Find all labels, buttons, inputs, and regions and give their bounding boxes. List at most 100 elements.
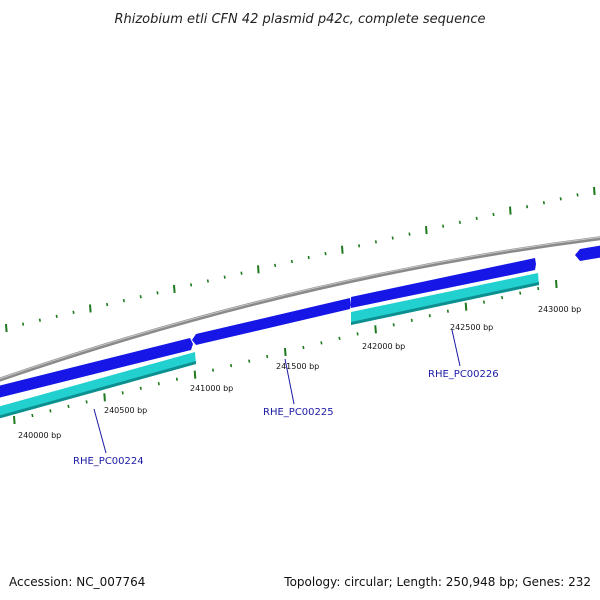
minor-tick: [55, 314, 58, 318]
minor-tick: [139, 295, 142, 299]
minor-tick: [67, 404, 70, 409]
minor-tick: [240, 271, 243, 275]
minor-tick: [49, 409, 52, 413]
minor-tick: [446, 309, 449, 313]
coordinate-labels: 240000 bp 240500 bp 241000 bp 241500 bp …: [18, 305, 581, 440]
major-tick: [464, 302, 468, 311]
map-title: Rhizobium etli CFN 42 plasmid p42c, comp…: [114, 12, 485, 27]
minor-tick: [475, 216, 478, 221]
reverse-gene-arrow-shadow: [0, 361, 196, 419]
minor-tick: [139, 386, 142, 390]
forward-gene-arrow[interactable]: [0, 338, 193, 400]
minor-tick: [31, 413, 34, 418]
coordinate-label: 242000 bp: [362, 342, 405, 351]
coordinate-label: 241000 bp: [190, 384, 233, 393]
inner-tick-track: [13, 279, 558, 425]
minor-tick: [22, 322, 25, 326]
coordinate-label: 243000 bp: [538, 305, 581, 314]
minor-tick: [408, 232, 411, 236]
minor-tick: [526, 205, 529, 209]
minor-tick: [106, 302, 109, 307]
gene-label[interactable]: RHE_PC00224: [73, 456, 144, 467]
forward-gene-arrow[interactable]: [192, 298, 351, 345]
accession-text: Accession: NC_007764: [9, 575, 145, 589]
coordinate-label: 241500 bp: [276, 362, 319, 371]
minor-tick: [442, 224, 445, 228]
coordinate-label: 240000 bp: [18, 431, 61, 440]
gene-leader-line: [451, 329, 461, 367]
gene-label[interactable]: RHE_PC00225: [263, 407, 334, 418]
minor-tick: [274, 263, 277, 268]
forward-gene-arrow[interactable]: [351, 258, 536, 308]
minor-tick: [122, 298, 125, 303]
minor-tick: [320, 341, 323, 345]
topology-summary: Topology: circular; Length: 250,948 bp; …: [283, 575, 591, 589]
forward-gene-arrow[interactable]: [575, 244, 600, 261]
gene-labels: RHE_PC00224 RHE_PC00225 RHE_PC00226: [73, 369, 499, 467]
reverse-gene-track: [0, 273, 539, 421]
minor-tick: [501, 295, 504, 300]
minor-tick: [458, 220, 461, 224]
minor-tick: [392, 323, 395, 327]
major-tick: [173, 284, 176, 293]
minor-tick: [248, 359, 251, 363]
minor-tick: [302, 345, 305, 350]
minor-tick: [223, 275, 226, 279]
coordinate-label: 242500 bp: [450, 323, 493, 332]
gene-label[interactable]: RHE_PC00226: [428, 369, 499, 380]
major-tick: [374, 325, 377, 334]
major-tick: [284, 347, 287, 357]
sequence-backbone-highlight: [0, 236, 600, 380]
major-tick: [257, 265, 260, 274]
major-tick: [89, 304, 92, 313]
minor-tick: [559, 197, 562, 201]
minor-tick: [230, 363, 233, 368]
gene-leader-line: [284, 358, 295, 405]
major-tick: [341, 245, 344, 254]
minor-tick: [121, 391, 124, 395]
minor-tick: [157, 382, 160, 386]
minor-tick: [374, 240, 377, 244]
minor-tick: [338, 336, 341, 341]
minor-tick: [576, 193, 579, 197]
major-tick: [425, 226, 428, 235]
minor-tick: [519, 291, 522, 295]
minor-tick: [266, 354, 269, 359]
minor-tick: [492, 212, 495, 217]
minor-tick: [290, 259, 293, 264]
minor-tick: [206, 279, 209, 283]
minor-tick: [190, 283, 193, 287]
major-tick: [13, 415, 16, 425]
major-tick: [5, 323, 8, 333]
minor-tick: [391, 236, 394, 240]
major-tick: [509, 206, 512, 215]
minor-tick: [85, 400, 88, 404]
minor-tick: [156, 291, 159, 295]
minor-tick: [358, 244, 361, 248]
major-tick: [555, 279, 558, 289]
minor-tick: [410, 318, 413, 322]
minor-tick: [482, 300, 486, 304]
sequence-backbone: [0, 236, 600, 382]
minor-tick: [542, 201, 545, 205]
reverse-gene-arrow[interactable]: [0, 352, 196, 421]
outer-tick-track: [5, 186, 596, 333]
minor-tick: [356, 332, 359, 336]
minor-tick: [211, 368, 215, 372]
reverse-gene-arrow-shadow: [351, 282, 539, 325]
minor-tick: [307, 255, 310, 260]
minor-tick: [175, 377, 178, 381]
gene-leader-line: [93, 408, 107, 454]
major-tick: [593, 186, 596, 196]
minor-tick: [537, 286, 540, 291]
major-tick: [193, 370, 197, 379]
gene-leaders: [93, 329, 461, 454]
minor-tick: [428, 314, 431, 318]
minor-tick: [38, 318, 41, 322]
forward-gene-track: [0, 244, 600, 400]
coordinate-label: 240500 bp: [104, 406, 147, 415]
minor-tick: [324, 251, 327, 256]
minor-tick: [72, 310, 75, 314]
major-tick: [103, 393, 106, 402]
